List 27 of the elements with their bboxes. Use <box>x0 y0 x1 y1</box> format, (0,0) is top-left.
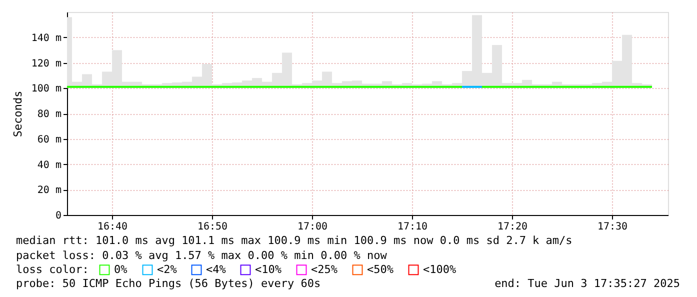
y-tick-label: 0 <box>55 210 62 222</box>
x-tick-label: 17:00 <box>297 222 328 232</box>
text: probe: 50 ICMP Echo Pings (56 Bytes) every 60s <box>16 277 321 290</box>
x-tick-label: 17:30 <box>597 222 628 232</box>
y-tick-label: 40 m <box>37 160 62 171</box>
legend-label: <25% <box>311 262 338 276</box>
legend-title: loss color: <box>16 263 89 276</box>
text: end: Tue Jun 3 17:35:27 2025 <box>494 277 680 290</box>
y-tick-label: 20 m <box>37 185 62 196</box>
y-tick-label: 100 m <box>31 84 62 95</box>
y-tick-label: 140 m <box>31 32 62 44</box>
x-tick-label: 17:10 <box>397 222 428 232</box>
y-tick-label: 60 m <box>37 134 62 146</box>
legend-label: <4% <box>206 262 226 276</box>
x-tick-label: 16:50 <box>197 222 228 232</box>
legend-label: 0% <box>114 262 128 276</box>
legend-label: <10% <box>255 262 282 276</box>
text: median rtt: 101.0 ms avg 101.1 ms max 100.9 ms min 100.9 ms now 0.0 ms sd 2.7 k am/s <box>16 234 572 247</box>
x-tick-label: 17:20 <box>497 222 528 232</box>
text: packet loss: 0.03 % avg 1.57 % max 0.00 % min 0.00 % now <box>16 249 388 262</box>
y-tick-label: 120 m <box>31 58 62 70</box>
y-tick-label: 80 m <box>37 109 62 120</box>
legend-label: <100% <box>423 262 456 276</box>
x-tick-label: 16:40 <box>97 222 128 232</box>
legend-label: <50% <box>367 262 394 276</box>
legend-label: <2% <box>157 262 178 276</box>
y-axis-title: Seconds <box>11 90 24 138</box>
